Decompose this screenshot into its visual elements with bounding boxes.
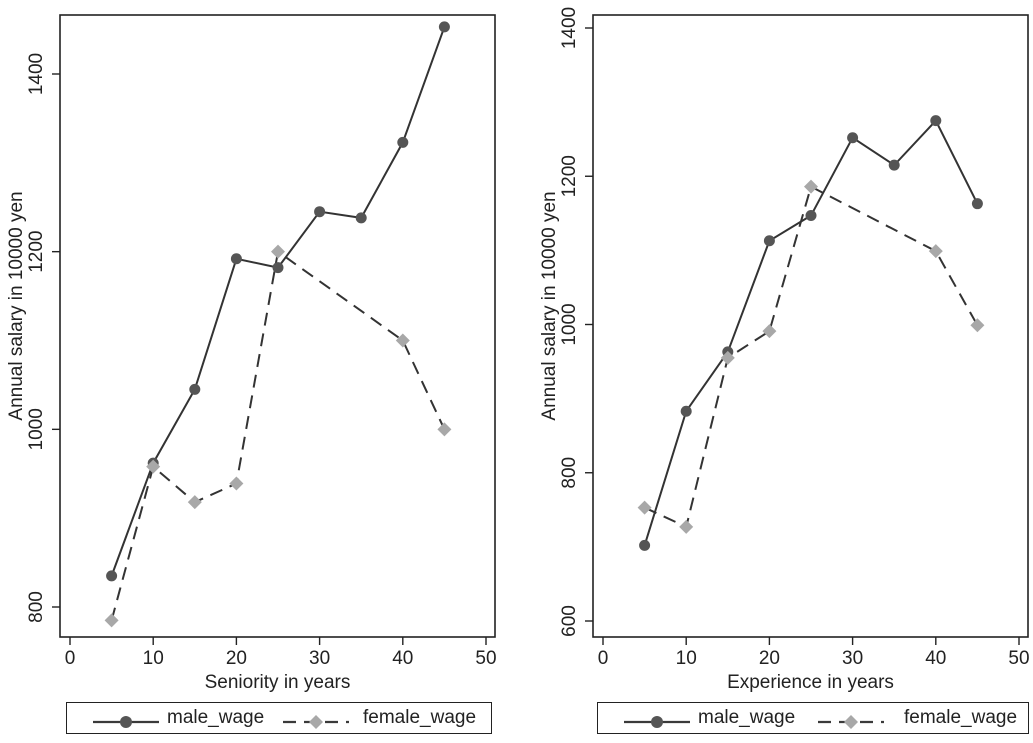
plot-frame: [59, 14, 496, 638]
y-tick-label: 800: [559, 457, 580, 489]
x-tick-label: 50: [475, 648, 496, 669]
data-point-female_wage: [229, 476, 244, 491]
x-tick-label: 30: [842, 648, 863, 669]
y-tick-label: 1400: [26, 53, 47, 95]
data-point-female_wage: [104, 613, 119, 628]
data-point-female_wage: [804, 179, 818, 194]
x-tick-label: 0: [65, 648, 76, 669]
x-tick-label: 10: [676, 648, 697, 669]
data-point-female_wage: [679, 519, 694, 534]
data-point-female_wage: [928, 244, 943, 259]
series-line-male_wage: [110, 26, 446, 577]
data-point-male_wage: [971, 198, 983, 210]
data-point-male_wage: [397, 136, 409, 148]
x-tick-label: 30: [309, 648, 330, 669]
y-tick-label: 800: [26, 591, 47, 623]
data-point-male_wage: [888, 159, 900, 171]
data-point-female_wage: [271, 244, 285, 259]
data-point-male_wage: [272, 262, 284, 274]
legend-sample-male: [624, 716, 690, 728]
data-point-male_wage: [314, 206, 326, 218]
data-point-male_wage: [639, 539, 651, 551]
x-tick-label: 10: [143, 648, 164, 669]
data-point-male_wage: [355, 212, 367, 224]
data-point-male_wage: [930, 115, 942, 127]
data-point-female_wage: [637, 500, 652, 515]
x-tick-label: 50: [1008, 648, 1029, 669]
series-line-female_wage: [110, 249, 446, 621]
data-point-female_wage: [395, 333, 410, 348]
data-point-male_wage: [189, 383, 201, 395]
data-point-female_wage: [437, 422, 452, 437]
series-line-female_wage: [644, 185, 979, 529]
x-tick-label: 20: [226, 648, 247, 669]
x-tick-label: 20: [759, 648, 780, 669]
x-axis-label: Experience in years: [727, 672, 894, 693]
data-point-male_wage: [847, 132, 859, 144]
y-tick-label: 1200: [26, 231, 47, 273]
legend-sample-female: [283, 715, 349, 729]
data-point-male_wage: [438, 21, 450, 33]
y-tick-label: 600: [559, 605, 580, 637]
data-point-male_wage: [763, 235, 775, 247]
legend-sample-female: [818, 715, 884, 729]
y-tick-label: 1400: [559, 7, 580, 49]
data-point-male_wage: [680, 405, 692, 417]
legend-sample-male: [93, 716, 159, 728]
y-axis-label: Annual salary in 10000 yen: [539, 191, 560, 420]
legend-label-male: male_wage: [167, 707, 265, 728]
plot-frame: [592, 14, 1029, 638]
y-axis-label: Annual salary in 10000 yen: [6, 191, 27, 420]
x-tick-label: 40: [925, 648, 946, 669]
data-point-female_wage: [146, 459, 161, 474]
data-point-male_wage: [106, 570, 118, 582]
legend-right: male_wage female_wage: [597, 702, 1029, 734]
data-point-female_wage: [720, 350, 735, 365]
data-point-female_wage: [187, 495, 202, 510]
y-tick-label: 1000: [559, 303, 580, 345]
x-axis-label: Seniority in years: [205, 672, 351, 693]
legend-label-male: male_wage: [698, 707, 796, 728]
y-tick-label: 1200: [559, 155, 580, 197]
x-tick-label: 0: [598, 648, 609, 669]
data-point-male_wage: [230, 253, 242, 265]
data-point-female_wage: [762, 324, 777, 339]
x-tick-label: 40: [392, 648, 413, 669]
legend-label-female: female_wage: [904, 707, 1018, 728]
legend-label-female: female_wage: [363, 707, 477, 728]
chart-panel-1: 0 10 20 30 40 50 600 800 1000 1200 1400 Experience …: [539, 7, 1030, 693]
data-point-female_wage: [970, 318, 985, 333]
data-point-male_wage: [805, 210, 817, 222]
y-tick-label: 1000: [26, 408, 47, 450]
legend-left: male_wage female_wage: [66, 702, 492, 734]
chart-panel-0: 0 10 20 30 40 50 800 1000 1200 1400 Seniority in y…: [6, 14, 497, 693]
